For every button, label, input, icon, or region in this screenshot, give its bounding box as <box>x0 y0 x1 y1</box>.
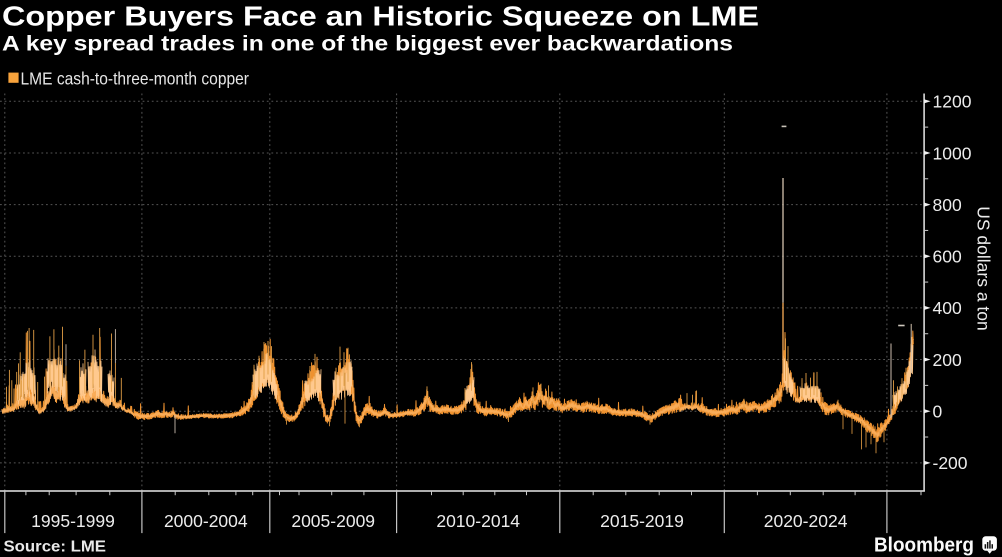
svg-text:Bloomberg: Bloomberg <box>874 534 974 557</box>
svg-text:Source: LME: Source: LME <box>4 539 107 556</box>
svg-text:400: 400 <box>933 298 962 318</box>
svg-text:2020-2024: 2020-2024 <box>764 511 848 531</box>
svg-text:Copper Buyers Face an Historic: Copper Buyers Face an Historic Squeeze o… <box>2 1 759 32</box>
svg-text:A key spread trades in one of: A key spread trades in one of the bigges… <box>2 33 733 56</box>
svg-text:2015-2019: 2015-2019 <box>600 511 684 531</box>
svg-text:1000: 1000 <box>933 143 972 163</box>
svg-text:LME cash-to-three-month copper: LME cash-to-three-month copper <box>21 69 250 89</box>
svg-text:-200: -200 <box>933 453 968 473</box>
svg-text:2005-2009: 2005-2009 <box>291 511 375 531</box>
svg-text:2010-2014: 2010-2014 <box>436 511 520 531</box>
svg-text:200: 200 <box>933 350 962 370</box>
svg-text:US dollars a ton: US dollars a ton <box>974 206 994 331</box>
svg-text:800: 800 <box>933 195 962 215</box>
svg-text:600: 600 <box>933 247 962 267</box>
svg-text:1200: 1200 <box>933 92 972 112</box>
svg-text:2000-2004: 2000-2004 <box>164 511 248 531</box>
svg-text:0: 0 <box>933 402 943 422</box>
svg-text:1995-1999: 1995-1999 <box>31 511 115 531</box>
